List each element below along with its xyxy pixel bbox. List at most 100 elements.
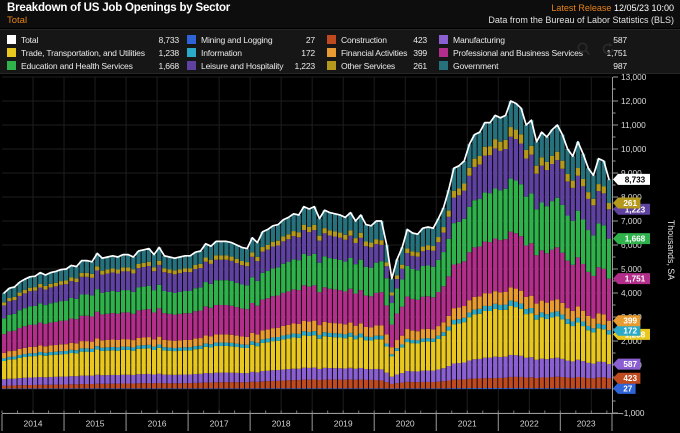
legend-value: 1,238 <box>154 48 179 58</box>
bar-segment <box>271 226 275 242</box>
bar-segment <box>157 388 161 389</box>
legend-item-total[interactable]: Total8,733 <box>7 33 179 46</box>
bar-segment <box>49 388 53 389</box>
bar-segment <box>519 236 523 291</box>
bar-segment <box>54 271 58 282</box>
bar-segment <box>152 388 156 389</box>
bar-segment <box>209 373 213 382</box>
bar-segment <box>105 340 109 347</box>
bar-segment <box>33 325 37 347</box>
legend-item-financial-activities[interactable]: Financial Activities399 <box>327 46 427 59</box>
bar-segment <box>591 388 595 389</box>
bar-segment <box>390 303 394 324</box>
bar-segment <box>483 156 487 193</box>
bar-segment <box>400 344 404 347</box>
bar-segment <box>74 343 78 350</box>
bar-segment <box>302 225 306 230</box>
bar-segment <box>560 253 564 303</box>
bar-segment <box>503 115 507 139</box>
legend-item-education-and-health-services[interactable]: Education and Health Services1,668 <box>7 59 179 72</box>
bar-segment <box>431 228 435 246</box>
bar-segment <box>80 376 84 385</box>
bar-segment <box>607 209 611 238</box>
bar-segment <box>100 375 104 384</box>
bar-segment <box>483 311 487 358</box>
bar-segment <box>328 258 332 289</box>
bar-segment <box>214 343 218 346</box>
series-selector-label[interactable]: Total <box>7 15 230 26</box>
bar-segment <box>235 307 239 336</box>
bar-segment <box>80 294 84 315</box>
bar-segment <box>447 316 451 327</box>
legend-label: Total <box>21 35 154 45</box>
bar-segment <box>596 191 600 223</box>
legend-item-mining-and-logging[interactable]: Mining and Logging27 <box>187 33 315 46</box>
legend-item-other-services[interactable]: Other Services261 <box>327 59 427 72</box>
bar-segment <box>38 303 42 322</box>
bar-segment <box>483 378 487 388</box>
bar-segment <box>410 256 414 269</box>
bar-segment <box>586 326 590 330</box>
bar-segment <box>509 388 513 389</box>
refresh-icon[interactable] <box>600 41 616 57</box>
bar-segment <box>571 361 575 377</box>
bar-segment <box>59 285 63 301</box>
bar-segment <box>12 314 16 331</box>
bar-segment <box>565 149 569 174</box>
bar-segment <box>302 388 306 389</box>
bar-segment <box>255 335 259 343</box>
bar-segment <box>157 345 161 348</box>
legend-item-leisure-and-hospitality[interactable]: Leisure and Hospitality1,223 <box>187 59 315 72</box>
bar-segment <box>416 300 420 331</box>
bar-segment <box>348 337 352 368</box>
bar-segment <box>467 313 471 318</box>
bar-segment <box>498 240 502 292</box>
bar-segment <box>2 379 6 385</box>
bar-segment <box>390 357 394 377</box>
bar-segment <box>571 388 575 389</box>
bar-segment <box>229 346 233 372</box>
bar-segment <box>602 225 606 268</box>
legend-item-construction[interactable]: Construction423 <box>327 33 427 46</box>
bar-segment <box>297 232 301 237</box>
bar-segment <box>229 281 233 306</box>
bar-segment <box>240 247 244 261</box>
bar-segment <box>503 292 507 305</box>
bar-segment <box>167 292 171 314</box>
bar-segment <box>105 384 109 389</box>
bar-segment <box>245 388 249 389</box>
legend-item-government[interactable]: Government987 <box>439 59 627 72</box>
bar-segment <box>12 359 16 378</box>
bar-segment <box>565 308 569 319</box>
bar-segment <box>385 266 389 278</box>
bar-segment <box>85 273 89 277</box>
bar-segment <box>7 388 11 389</box>
bar-segment <box>224 388 228 389</box>
bar-segment <box>219 388 223 389</box>
bar-segment <box>550 377 554 388</box>
bar-segment <box>452 198 456 223</box>
bar-segment <box>426 227 430 245</box>
bar-segment <box>410 233 414 251</box>
bar-segment <box>54 286 58 302</box>
bar-segment <box>596 223 600 267</box>
bar-segment <box>260 252 264 273</box>
bar-segment <box>364 296 368 327</box>
bar-segment <box>565 216 569 261</box>
bar-segment <box>235 263 239 283</box>
bar-segment <box>488 123 492 147</box>
bar-segment <box>374 380 378 388</box>
bar-segment <box>519 291 523 304</box>
bar-segment <box>59 281 63 285</box>
legend-item-information[interactable]: Information172 <box>187 46 315 59</box>
bar-segment <box>224 382 228 388</box>
bar-segment <box>441 368 445 381</box>
bar-segment <box>142 388 146 389</box>
bar-segment <box>545 359 549 377</box>
bar-segment <box>524 159 528 197</box>
search-icon[interactable] <box>576 41 592 57</box>
bar-segment <box>2 358 6 361</box>
legend-item-trade-transportation-and-utilities[interactable]: Trade, Transportation, and Utilities1,23… <box>7 46 179 59</box>
bar-segment <box>457 388 461 389</box>
bar-segment <box>488 155 492 193</box>
